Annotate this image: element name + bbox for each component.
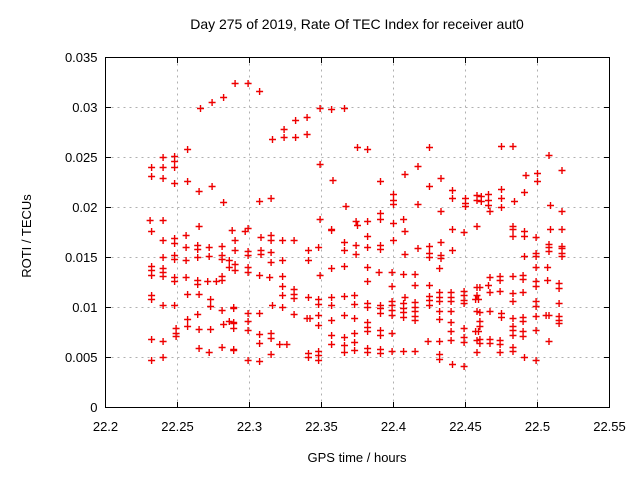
scatter-points xyxy=(146,80,566,370)
x-tick-label: 22.4 xyxy=(381,419,406,434)
x-tick-label: 22.25 xyxy=(161,419,194,434)
y-tick-label: 0.005 xyxy=(65,350,98,365)
grid-lines xyxy=(105,57,610,408)
chart-title: Day 275 of 2019, Rate Of TEC Index for r… xyxy=(190,16,524,32)
scatter-points-path xyxy=(146,80,566,370)
y-tick-label: 0.03 xyxy=(72,100,97,115)
axis-ticks xyxy=(105,57,610,408)
x-tick-label: 22.5 xyxy=(525,419,550,434)
x-tick-label: 22.55 xyxy=(593,419,626,434)
x-tick-labels: 22.2 22.25 22.3 22.35 22.4 22.45 22.5 22.55 xyxy=(93,419,626,434)
x-tick-label: 22.2 xyxy=(93,419,118,434)
y-tick-label: 0.015 xyxy=(65,250,98,265)
x-axis-label: GPS time / hours xyxy=(308,450,407,465)
y-tick-label: 0.035 xyxy=(65,50,98,65)
y-tick-labels: 0 0.005 0.01 0.015 0.02 0.025 0.03 0.035 xyxy=(65,50,98,415)
x-tick-label: 22.3 xyxy=(237,419,262,434)
x-tick-label: 22.45 xyxy=(449,419,482,434)
x-tick-label: 22.35 xyxy=(305,419,338,434)
plot-border xyxy=(105,57,610,408)
y-axis-label: ROTI / TECUs xyxy=(19,194,34,278)
y-tick-label: 0.02 xyxy=(72,200,97,215)
y-tick-label: 0.025 xyxy=(65,150,98,165)
y-tick-label: 0.01 xyxy=(72,300,97,315)
y-tick-label: 0 xyxy=(90,400,97,415)
